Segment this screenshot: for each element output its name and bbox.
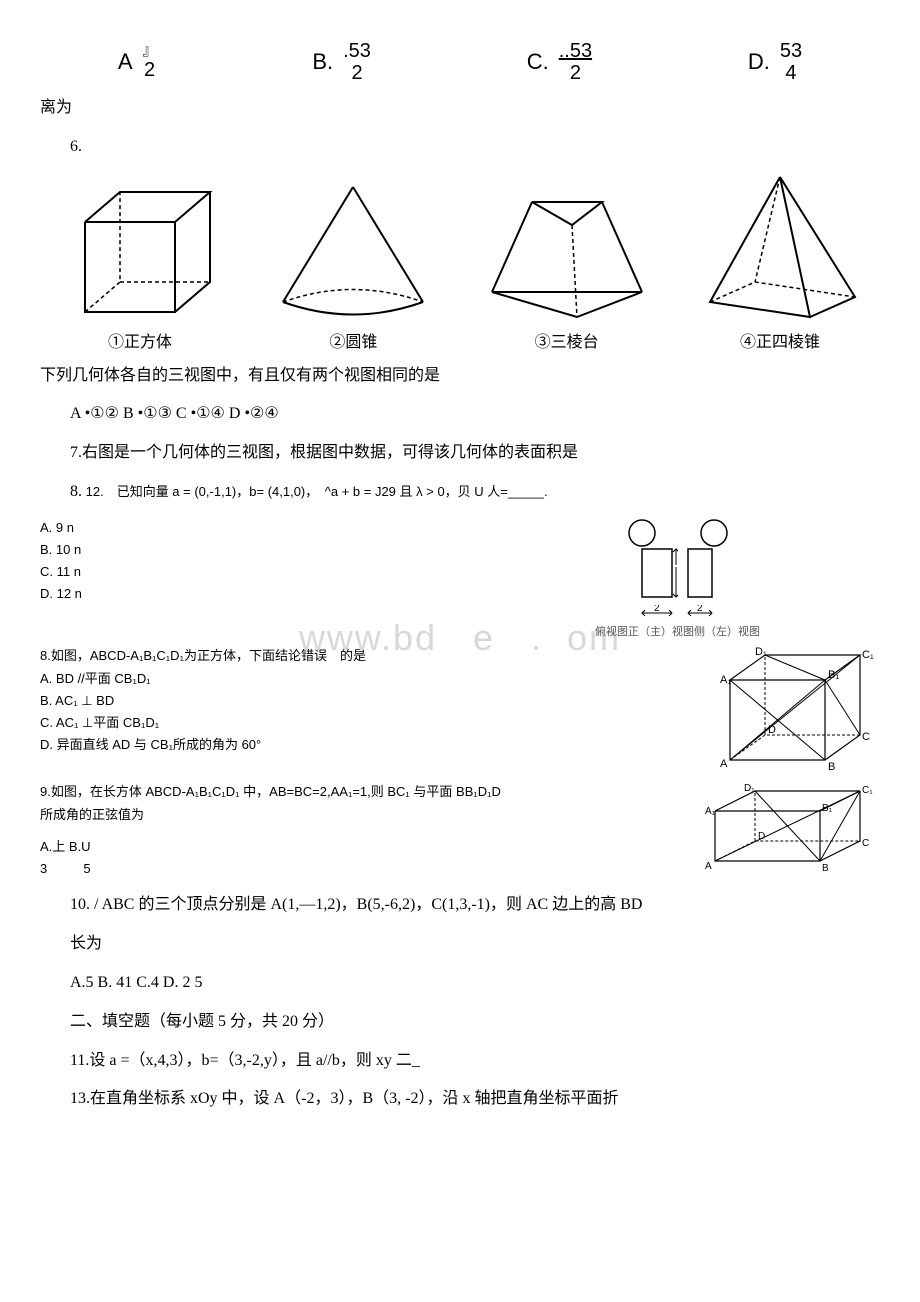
- svg-text:C: C: [862, 731, 870, 743]
- shape2-label: ②圆锥: [329, 328, 377, 352]
- q6-opts: A •①② B •①③ C •①④ D •②④: [70, 400, 880, 429]
- shape-frustum: ③三棱台: [467, 177, 667, 352]
- q13-text-span: 13.在直角坐标系 xOy 中，设 A（-2，3），B（3, -2），沿 x 轴…: [70, 1090, 618, 1107]
- svg-text:D: D: [758, 831, 765, 842]
- pyramid-icon: [695, 172, 865, 322]
- q5-tail: 离为: [40, 94, 880, 123]
- q5-a-frac: 』 2: [143, 43, 157, 80]
- q5-options-row: A 』 2 B. .53 2 C. ..53 2 D. 53 4: [40, 40, 880, 84]
- q8-c: C. AC₁ ⊥平面 CB₁D₁: [40, 712, 710, 734]
- q5-a-label: A: [118, 49, 133, 75]
- shape1-label: ①正方体: [108, 328, 172, 352]
- q5-b-frac: .53 2: [343, 40, 371, 84]
- q6-number: 6.: [70, 133, 880, 162]
- q8-num: 8.: [70, 483, 82, 500]
- q13-text: 13.在直角坐标系 xOy 中，设 A（-2，3），B（3, -2），沿 x 轴…: [70, 1085, 880, 1114]
- svg-text:A: A: [720, 758, 728, 770]
- q8-a: A. BD //平面 CB₁D₁: [40, 668, 710, 690]
- q5-b-den: 2: [351, 62, 362, 84]
- q5-c-num: ..53: [559, 40, 592, 62]
- q5-c-label: C.: [527, 49, 549, 75]
- shape-cone: ②圆锥: [253, 182, 453, 352]
- cone-icon: [268, 182, 438, 322]
- dim2c: 2: [697, 605, 703, 614]
- q5-d-num: 53: [780, 40, 802, 62]
- svg-text:D: D: [768, 724, 776, 736]
- svg-text:B: B: [822, 863, 829, 874]
- svg-text:C₁: C₁: [862, 785, 873, 796]
- dim2b: 2: [654, 605, 660, 614]
- q5-c-den: 2: [570, 62, 581, 84]
- q12-text: 12. 已知向量 a = (0,-1,1)，b= (4,1,0)， ^a + b…: [86, 484, 548, 499]
- svg-text:A: A: [705, 861, 712, 872]
- bottom-circle-2-icon: 2: [684, 605, 718, 621]
- side-rect-icon: [684, 545, 718, 605]
- q6-text: 下列几何体各自的三视图中，有且仅有两个视图相同的是: [40, 362, 880, 391]
- svg-text:B₁: B₁: [828, 669, 839, 681]
- q9-opts-l1: A.上 B.U: [40, 836, 700, 858]
- svg-text:B: B: [828, 761, 835, 773]
- q5-a-den: 2: [144, 59, 155, 81]
- q5-opt-a: A 』 2: [118, 43, 157, 80]
- q10-opts: A.5 B. 41 C.4 D. 2 5: [70, 969, 880, 998]
- q5-opt-b: B. .53 2: [312, 40, 371, 84]
- svg-text:D₁: D₁: [744, 783, 755, 794]
- cuboid-diagram-icon: A₁ B₁ C₁ D₁ A B C D: [700, 781, 880, 881]
- q11-text: 11.设 a =（x,4,3），b=（3,-2,y），且 a//b，则 xy 二…: [70, 1047, 880, 1076]
- three-view-caption: 俯视图正（主）视图侧（左）视图: [595, 623, 760, 642]
- cube-diagram-icon: A₁B₁ C₁D₁ AB CD: [710, 645, 880, 775]
- bottom-circle-1-icon: 2: [638, 605, 678, 621]
- q7-c: C. 11 n: [40, 561, 595, 583]
- section2-title: 二、填空题（每小题 5 分，共 20 分）: [70, 1008, 880, 1037]
- frustum-icon: [477, 177, 657, 322]
- q8-b: B. AC₁ ⊥ BD: [40, 690, 710, 712]
- cube-icon: [65, 182, 215, 322]
- q5-c-frac: ..53 2: [559, 40, 592, 84]
- shape-pyramid: ④正四棱锥: [680, 172, 880, 352]
- q7-text: 7.右图是一个几何体的三视图，根据图中数据，可得该几何体的表面积是: [70, 439, 880, 468]
- front-rect-icon: 2 3: [638, 545, 678, 605]
- q7-d: D. 12 n: [40, 583, 595, 605]
- q7-b: B. 10 n: [40, 539, 595, 561]
- q5-d-label: D.: [748, 49, 770, 75]
- q7-opts: A. 9 n B. 10 n C. 11 n D. 12 n: [40, 517, 595, 605]
- shapes-row: ①正方体 ②圆锥 ③三棱台 ④正四棱锥: [40, 172, 880, 352]
- q9-stem: 9.如图，在长方体 ABCD-A₁B₁C₁D₁ 中，AB=BC=2,AA₁=1,…: [40, 781, 700, 803]
- q9-opts-l2: 3 5: [40, 858, 700, 880]
- q5-opt-d: D. 53 4: [748, 40, 802, 84]
- q8-d: D. 异面直线 AD 与 CB₁所成的角为 60°: [40, 734, 710, 756]
- shape-cube: ①正方体: [40, 182, 240, 352]
- q8q12-line: 8. 12. 已知向量 a = (0,-1,1)，b= (4,1,0)， ^a …: [70, 478, 880, 507]
- svg-text:A₁: A₁: [720, 674, 731, 686]
- q7-a: A. 9 n: [40, 517, 595, 539]
- q5-opt-c: C. ..53 2: [527, 40, 592, 84]
- three-view-diagram: 2 3 2 2 俯视图正（主）视图侧（左）视图: [595, 517, 760, 642]
- q5-d-frac: 53 4: [780, 40, 802, 84]
- q9-block: 9.如图，在长方体 ABCD-A₁B₁C₁D₁ 中，AB=BC=2,AA₁=1,…: [40, 781, 880, 881]
- q9-stem2: 所成角的正弦值为: [40, 804, 700, 826]
- q5-b-label: B.: [312, 49, 333, 75]
- q5-d-den: 4: [785, 62, 796, 84]
- q5-b-num: .53: [343, 40, 371, 62]
- q5-a-num: 』: [143, 43, 157, 58]
- q8-block: 8.如图，ABCD-A₁B₁C₁D₁为正方体，下面结论错误 的是 A. BD /…: [40, 645, 880, 775]
- q10-text: 10. / ABC 的三个顶点分别是 A(1,—1,2)，B(5,-6,2)，C…: [70, 891, 880, 920]
- shape3-label: ③三棱台: [535, 328, 599, 352]
- svg-text:B₁: B₁: [822, 803, 833, 814]
- svg-text:C: C: [862, 838, 869, 849]
- shape4-label: ④正四棱锥: [740, 328, 820, 352]
- svg-text:A₁: A₁: [705, 806, 716, 817]
- q10-text2: 长为: [70, 930, 880, 959]
